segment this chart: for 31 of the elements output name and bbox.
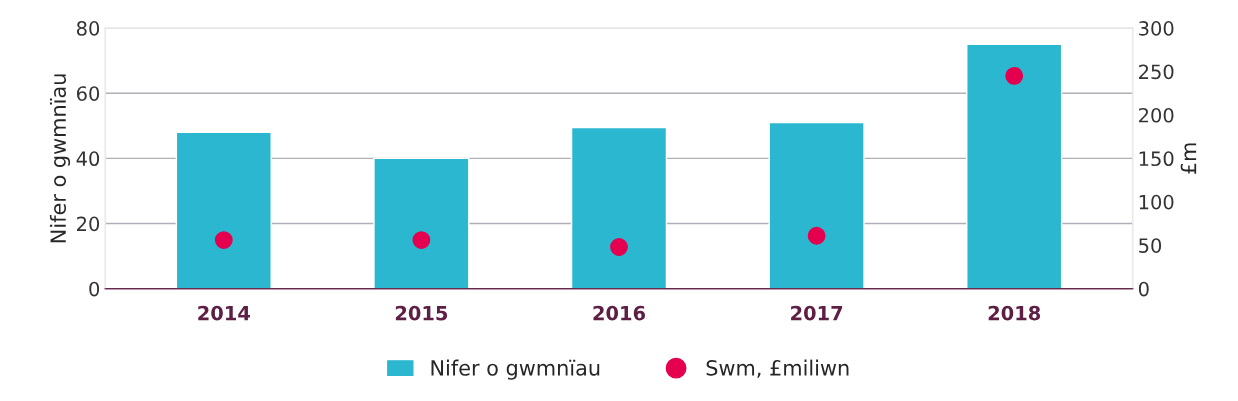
x-tick-label: 2014: [198, 305, 250, 321]
point: [214, 231, 233, 249]
bar: [175, 131, 272, 289]
y2-axis-title: £m: [1180, 143, 1197, 174]
legend-label: Nifer o gwmnïau: [431, 359, 600, 380]
bar: [768, 121, 865, 289]
y-tick-label: 20: [77, 216, 100, 232]
bar: [570, 126, 668, 289]
y2-tick-label: 50: [1139, 238, 1162, 253]
y-tick-label: 80: [76, 21, 100, 36]
point: [1005, 66, 1024, 85]
y2-tick-label: 0: [1138, 281, 1149, 297]
y2-tick-label: 100: [1139, 194, 1174, 210]
y-tick-label: 0: [89, 281, 100, 297]
point: [412, 231, 431, 249]
x-tick-label: 2016: [593, 305, 646, 321]
y2-tick-label: 200: [1139, 107, 1174, 123]
y-tick-label: 40: [76, 151, 100, 167]
bar: [966, 43, 1063, 289]
y-axis-title: Nifer o gwmnïau: [49, 74, 71, 243]
x-tick-label: 2015: [395, 305, 448, 321]
y-tick-label: 60: [76, 86, 100, 101]
legend-label: Swm, £miliwn: [706, 359, 849, 378]
point: [807, 226, 826, 245]
x-tick-label: 2018: [988, 305, 1041, 321]
x-tick-label: 2017: [791, 305, 843, 321]
point: [610, 238, 628, 256]
y2-tick-label: 300: [1139, 21, 1174, 36]
bar: [373, 157, 470, 289]
y2-tick-label: 150: [1139, 151, 1174, 167]
y2-tick-label: 250: [1139, 64, 1174, 80]
